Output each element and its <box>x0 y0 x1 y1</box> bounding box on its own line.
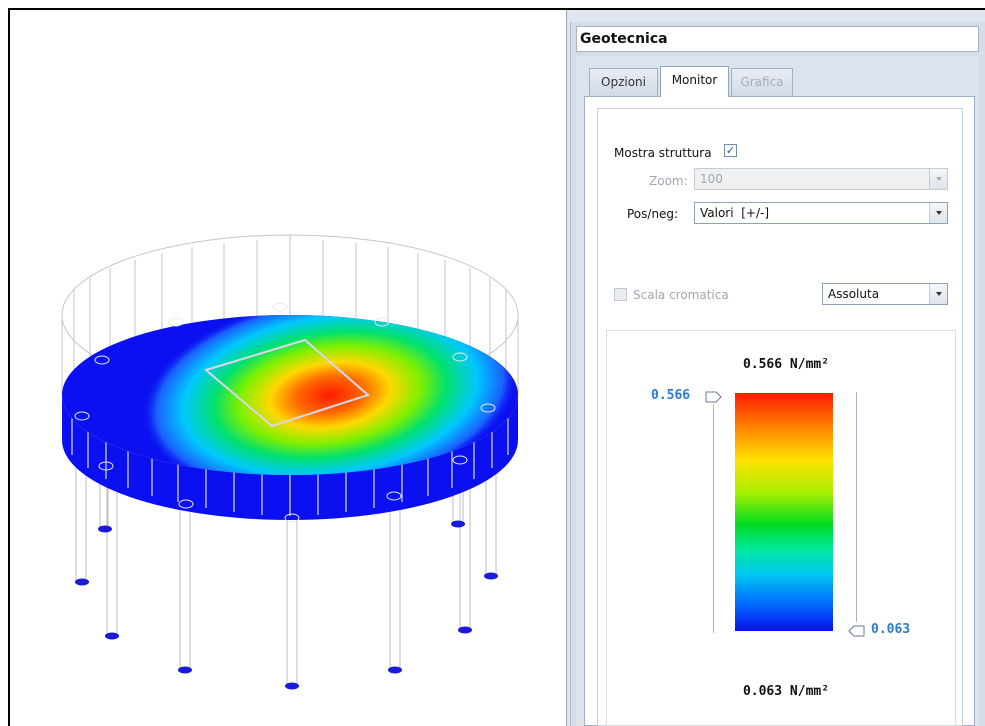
min-marker-value: 0.063 <box>871 622 911 637</box>
scale-mode-dropdown-button[interactable] <box>929 284 947 304</box>
zoom-dropdown-button[interactable] <box>929 169 947 189</box>
chevron-down-icon <box>936 292 942 296</box>
scale-mode-value: Assoluta <box>828 287 880 301</box>
color-scale-checkbox[interactable] <box>614 288 627 301</box>
chevron-down-icon <box>936 211 942 215</box>
posneg-combo[interactable]: Valori [+/-] <box>694 202 948 224</box>
posneg-value: Valori [+/-] <box>700 206 769 220</box>
max-marker-value: 0.566 <box>651 388 691 403</box>
panel-title: Geotecnica <box>576 26 979 52</box>
tab-opzioni[interactable]: Opzioni <box>589 68 658 97</box>
piles <box>75 430 497 686</box>
slab-top-contour <box>62 302 518 523</box>
zoom-label: Zoom: <box>649 174 688 188</box>
color-gradient-bar <box>735 393 833 631</box>
tab-monitor[interactable]: Monitor <box>660 66 729 97</box>
pile-tips <box>75 520 498 690</box>
raft-foundation-3d <box>61 234 519 690</box>
legend-max-title: 0.566 N/mm² <box>742 357 830 372</box>
tab-grafica[interactable]: Grafica <box>731 68 793 97</box>
show-structure-checkbox[interactable]: ✓ <box>724 144 737 157</box>
zoom-value: 100 <box>700 172 723 186</box>
scale-mode-combo[interactable]: Assoluta <box>822 283 948 305</box>
show-structure-label: Mostra struttura <box>614 146 712 160</box>
slab-side <box>62 395 518 520</box>
model-viewport[interactable] <box>10 10 565 726</box>
min-marker-pointer-icon[interactable] <box>847 624 865 638</box>
max-marker-pointer-icon[interactable] <box>705 390 723 404</box>
color-scale-label: Scala cromatica <box>633 288 729 302</box>
zoom-combo[interactable]: 100 <box>694 168 948 190</box>
legend-min-title: 0.063 N/mm² <box>742 684 830 699</box>
chevron-down-icon <box>936 177 942 181</box>
max-slider-track <box>713 404 714 633</box>
min-slider-track <box>856 392 857 622</box>
posneg-dropdown-button[interactable] <box>929 203 947 223</box>
posneg-label: Pos/neg: <box>627 207 679 221</box>
